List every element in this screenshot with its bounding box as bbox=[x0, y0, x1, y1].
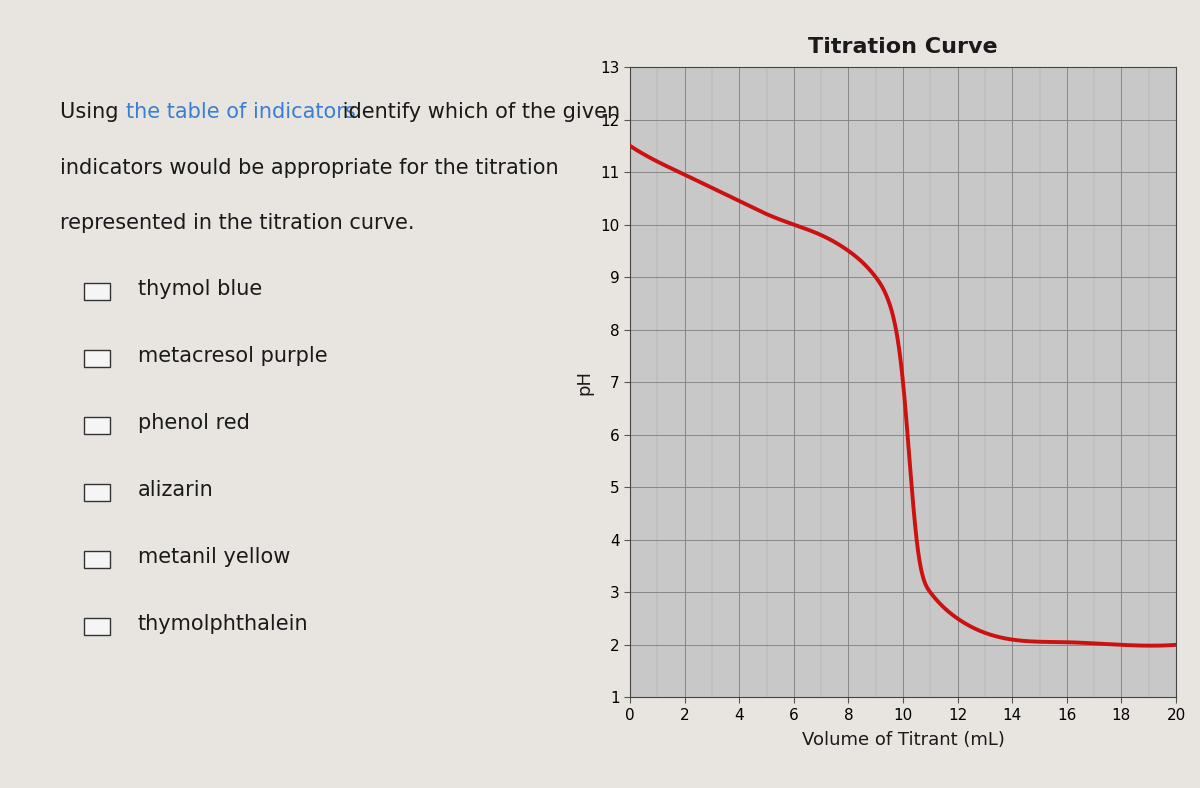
Text: metacresol purple: metacresol purple bbox=[138, 346, 328, 366]
Text: thymolphthalein: thymolphthalein bbox=[138, 614, 308, 634]
Text: identify which of the given: identify which of the given bbox=[336, 102, 620, 122]
Text: phenol red: phenol red bbox=[138, 413, 250, 433]
Y-axis label: pH: pH bbox=[575, 370, 593, 395]
Text: alizarin: alizarin bbox=[138, 480, 214, 500]
Title: Titration Curve: Titration Curve bbox=[808, 37, 998, 57]
X-axis label: Volume of Titrant (mL): Volume of Titrant (mL) bbox=[802, 731, 1004, 749]
Text: metanil yellow: metanil yellow bbox=[138, 547, 290, 567]
Text: Using: Using bbox=[60, 102, 125, 122]
Text: represented in the titration curve.: represented in the titration curve. bbox=[60, 213, 414, 232]
Text: indicators would be appropriate for the titration: indicators would be appropriate for the … bbox=[60, 158, 559, 177]
Text: the table of indicators: the table of indicators bbox=[126, 102, 355, 122]
Text: thymol blue: thymol blue bbox=[138, 279, 263, 299]
